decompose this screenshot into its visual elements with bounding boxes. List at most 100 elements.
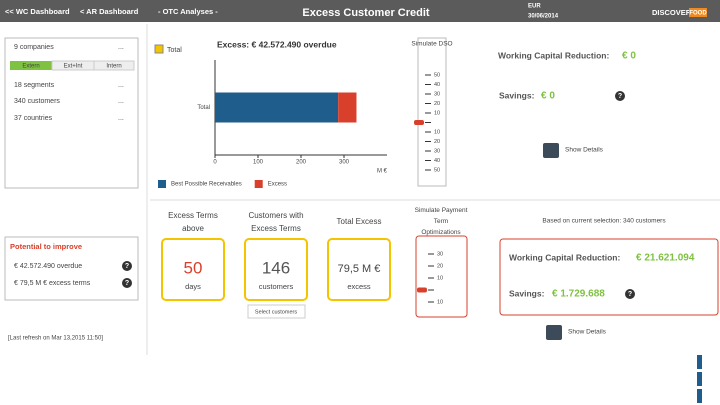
- slider-tick-label: 40: [434, 82, 440, 88]
- kpi-value: 79,5 M €: [338, 263, 381, 275]
- slider-handle[interactable]: [417, 287, 427, 293]
- slider-handle[interactable]: [414, 120, 424, 125]
- wcr-value: € 0: [622, 51, 636, 62]
- result-panel: [499, 238, 719, 316]
- scope-button[interactable]: [10, 61, 52, 70]
- slider-tick-label: 40: [434, 158, 440, 164]
- bar-segment: [338, 92, 357, 123]
- slider-tick-label: 50: [434, 72, 440, 78]
- nav-otc[interactable]: - OTC Analyses -: [158, 7, 218, 16]
- nav-wc[interactable]: << WC Dashboard: [5, 7, 70, 16]
- slider-tick-label: 20: [434, 139, 440, 145]
- filter-more[interactable]: ...: [118, 115, 124, 122]
- scope-label[interactable]: Extern: [22, 64, 39, 70]
- decor: [697, 372, 702, 386]
- legend-label: Excess: [268, 182, 287, 188]
- savings-value: € 1.729.688: [552, 289, 605, 300]
- filter-countries[interactable]: 37 countries: [14, 115, 53, 122]
- checkbox[interactable]: [154, 44, 164, 54]
- filter-customers[interactable]: 340 customers: [14, 98, 60, 105]
- kpi-unit: excess: [347, 282, 371, 291]
- filter-more[interactable]: ...: [118, 82, 124, 89]
- currency: EUR: [528, 4, 541, 10]
- dso-title: Simulate DSO: [411, 41, 452, 48]
- kpi-header: Customers with Excess Terms: [248, 211, 303, 233]
- slider-tick-label: 50: [434, 167, 440, 173]
- select-button[interactable]: [247, 304, 306, 319]
- slider-tick-label: 30: [434, 148, 440, 154]
- slider-tick-label: 30: [434, 91, 440, 97]
- logo: DISCOVER: [652, 8, 692, 17]
- dso-slider-panel: [417, 37, 447, 187]
- kpi-unit: days: [185, 282, 201, 291]
- kpi-box: [327, 238, 391, 301]
- y-tick-label: Total: [197, 105, 210, 111]
- potential-item: € 79,5 M € excess terms: [14, 280, 91, 287]
- select-button-label[interactable]: Select customers: [255, 309, 297, 315]
- kpi-value: 146: [262, 258, 290, 277]
- kpi-unit: customers: [259, 282, 294, 291]
- wcr-value: € 21.621.094: [636, 253, 695, 264]
- bar-chart: 0 100 200 300 M € Total Best Possible Receivab…: [158, 60, 388, 188]
- refresh-note: [Last refresh on Mar 13,2015 11:50]: [8, 336, 103, 342]
- kpi-value: 50: [184, 258, 203, 277]
- x-unit: M €: [377, 169, 388, 175]
- details-icon[interactable]: [546, 325, 562, 340]
- slider-tick-label: 10: [434, 110, 440, 116]
- slider-tick-label: 20: [437, 263, 443, 269]
- legend-swatch: [254, 180, 263, 188]
- slider-tick-label: 10: [434, 129, 440, 135]
- slider-tick-label: 10: [437, 275, 443, 281]
- filter-more[interactable]: ...: [118, 44, 124, 51]
- potential-item: € 42.572.490 overdue: [14, 263, 82, 270]
- scope-button[interactable]: [93, 60, 135, 71]
- x-tick-label: 200: [296, 160, 307, 166]
- filter-more[interactable]: ...: [118, 98, 124, 105]
- details-icon[interactable]: [543, 143, 559, 158]
- help-icon[interactable]: [122, 278, 132, 288]
- scope-label[interactable]: Intern: [106, 64, 121, 70]
- terms-slider[interactable]: 30 20 10 10: [417, 251, 443, 305]
- slider-tick-label: 10: [437, 299, 443, 305]
- logo-badge: FOOD: [689, 11, 707, 17]
- page-title: Excess Customer Credit: [302, 7, 429, 19]
- scope-label[interactable]: Ext+Int: [64, 64, 83, 70]
- decor: [697, 355, 702, 369]
- details-link[interactable]: Show Details: [568, 329, 607, 336]
- legend-swatch: [158, 180, 166, 188]
- help-icon[interactable]: [625, 289, 635, 299]
- help-icon[interactable]: [122, 261, 132, 271]
- legend-label: Best Possible Receivables: [171, 182, 242, 188]
- logo-badge-bg: [689, 8, 707, 17]
- top-bar: [0, 0, 720, 22]
- wcr-label: Working Capital Reduction:: [498, 50, 609, 60]
- terms-title: Simulate Payment Term Optimizations: [415, 207, 468, 236]
- kpi-box: [161, 238, 225, 301]
- date: 30/06/2014: [528, 14, 559, 20]
- nav-ar[interactable]: < AR Dashboard: [80, 7, 139, 16]
- dso-slider[interactable]: 50 40 30 20 10 10 20 30 40 50: [414, 72, 440, 173]
- kpi-header: Excess Terms above: [168, 211, 218, 233]
- x-tick-label: 300: [339, 160, 350, 166]
- bar-segment: [215, 92, 339, 123]
- selection-note: Based on current selection: 340 customer…: [542, 218, 666, 225]
- slider-tick-label: 20: [434, 101, 440, 107]
- help-icon-label[interactable]: ?: [125, 263, 129, 270]
- kpi-header: Total Excess: [337, 217, 382, 226]
- potential-panel: [4, 236, 139, 301]
- savings-value: € 0: [541, 91, 555, 102]
- help-icon-label[interactable]: ?: [628, 291, 632, 298]
- savings-label: Savings:: [499, 90, 535, 100]
- details-link[interactable]: Show Details: [565, 147, 604, 154]
- wcr-label: Working Capital Reduction:: [509, 252, 620, 262]
- help-icon-label[interactable]: ?: [618, 93, 622, 100]
- filter-segments[interactable]: 18 segments: [14, 82, 55, 89]
- chart-title: Excess: € 42.572.490 overdue: [217, 39, 337, 49]
- help-icon-label[interactable]: ?: [125, 280, 129, 287]
- filter-companies[interactable]: 9 companies: [14, 44, 54, 51]
- terms-slider-panel: [415, 235, 468, 318]
- slider-tick-label: 30: [437, 251, 443, 257]
- help-icon[interactable]: [615, 91, 625, 101]
- checkbox-label[interactable]: Total: [167, 47, 182, 54]
